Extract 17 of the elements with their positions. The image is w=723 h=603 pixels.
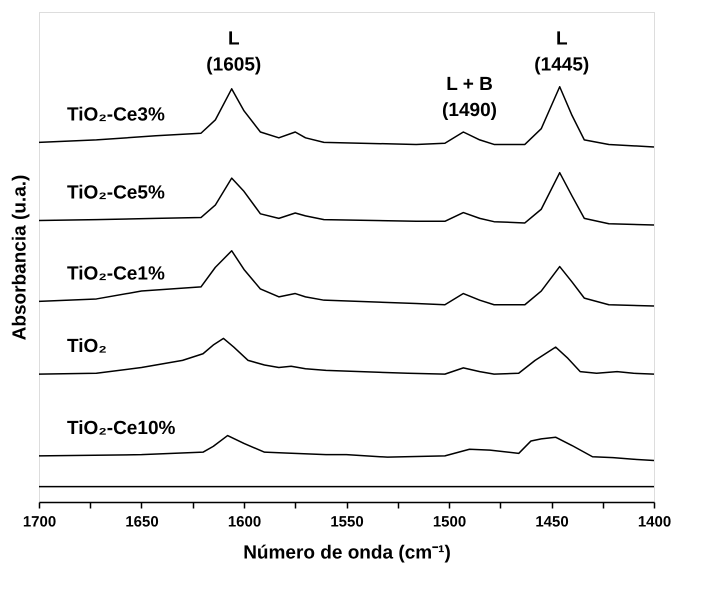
x-tick-label: 1550 (330, 514, 364, 530)
x-tick-label: 1450 (535, 514, 569, 530)
x-tick-label: 1400 (638, 514, 672, 530)
series-label: TiO₂-Ce1% (67, 263, 165, 284)
y-axis-title: Absorbancia (u.a.) (10, 174, 30, 340)
annotation: L (1605) (206, 28, 262, 76)
annotation: L + B (1490) (442, 74, 497, 122)
x-tick-label: 1600 (228, 514, 262, 530)
series-label: TiO₂-Ce10% (67, 418, 176, 439)
x-tick-label: 1700 (22, 514, 56, 530)
series-label: TiO₂-Ce3% (67, 104, 165, 126)
series-label: TiO₂-Ce5% (67, 182, 165, 204)
series-label: TiO₂ (67, 336, 107, 358)
x-tick-label: 1650 (125, 514, 159, 530)
annotation: L (1445) (534, 28, 590, 76)
x-axis-title: Número de onda (cm⁻¹) (243, 542, 451, 564)
x-tick-label: 1500 (432, 514, 466, 530)
